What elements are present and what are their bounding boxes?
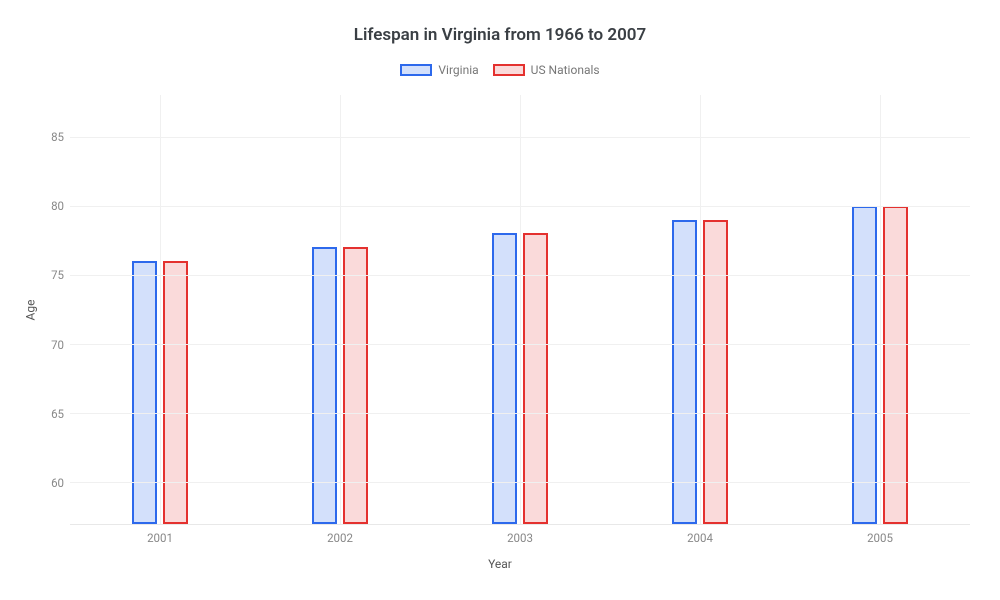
y-ticks: 60 65 70 75 80 85 [30, 95, 70, 525]
chart-container: Lifespan in Virginia from 1966 to 2007 V… [0, 0, 1000, 600]
gridline-v [160, 95, 161, 524]
x-tick-label: 2005 [867, 531, 893, 545]
gridline-v [880, 95, 881, 524]
gridline-v [340, 95, 341, 524]
x-tick-label: 2004 [687, 531, 713, 545]
bar [703, 220, 728, 524]
x-ticks: 2001 2002 2003 2004 2005 [70, 525, 970, 545]
bar [852, 206, 877, 524]
legend-item-virginia: Virginia [400, 63, 478, 77]
bar [132, 261, 157, 524]
y-tick-label: 85 [51, 130, 64, 144]
legend-item-us-nationals: US Nationals [493, 63, 600, 77]
y-tick-label: 70 [51, 338, 64, 352]
bar [523, 233, 548, 524]
bar [492, 233, 517, 524]
legend-swatch-virginia [400, 64, 432, 76]
plot [70, 95, 970, 525]
x-tick-label: 2003 [507, 531, 533, 545]
x-tick-label: 2001 [147, 531, 173, 545]
chart-title: Lifespan in Virginia from 1966 to 2007 [30, 25, 970, 45]
legend-label-virginia: Virginia [438, 63, 478, 77]
legend: Virginia US Nationals [30, 63, 970, 77]
y-tick-label: 75 [51, 268, 64, 282]
bar [672, 220, 697, 524]
gridline-v [700, 95, 701, 524]
y-tick-label: 60 [51, 476, 64, 490]
x-tick-label: 2002 [327, 531, 353, 545]
legend-swatch-us-nationals [493, 64, 525, 76]
bar [883, 206, 908, 524]
gridline-v [520, 95, 521, 524]
legend-label-us-nationals: US Nationals [531, 63, 600, 77]
x-axis-label: Year [30, 557, 970, 571]
plot-area: Age 606570758085 [30, 95, 970, 525]
y-tick-label: 65 [51, 407, 64, 421]
y-tick-label: 80 [51, 199, 64, 213]
bar [163, 261, 188, 524]
